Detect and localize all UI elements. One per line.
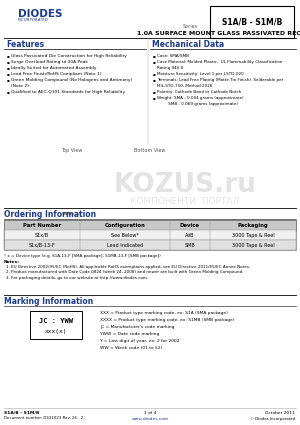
Text: Ordering Information: Ordering Information [4,210,96,218]
Bar [4,220,296,230]
Text: Rating 94V-0: Rating 94V-0 [157,66,183,70]
Text: JC = Manufacturer's code marking: JC = Manufacturer's code marking [100,325,175,329]
Text: SMB: SMB [184,243,195,247]
Text: ▪: ▪ [7,66,10,70]
Text: Notes:: Notes: [4,260,20,264]
Text: КОМПОНЕНТИ  ПОРТАЛ: КОМПОНЕНТИ ПОРТАЛ [130,196,240,206]
Text: Series: Series [183,23,198,28]
Text: Device: Device [180,223,200,227]
Text: DIODES: DIODES [18,9,62,19]
Text: ▪: ▪ [7,72,10,76]
Text: www.diodes.com: www.diodes.com [131,417,169,421]
Text: ▪: ▪ [153,96,156,100]
Text: 1. EU Directive 2002/95/EC (RoHS). All applicable RoHS exemptions applied, see E: 1. EU Directive 2002/95/EC (RoHS). All a… [6,265,250,269]
Text: 2. Product manufactured with Date Code 0824 (week 24, 2008) and newer are built : 2. Product manufactured with Date Code 0… [6,270,244,275]
Text: Qualified to AEC-Q101 Standards for High Reliability: Qualified to AEC-Q101 Standards for High… [11,90,125,94]
Text: Weight: SMA - 0.064 grams (approximate): Weight: SMA - 0.064 grams (approximate) [157,96,244,100]
Text: ▪: ▪ [7,60,10,64]
Text: ▪: ▪ [153,54,156,58]
Text: ▪: ▪ [153,60,156,64]
Bar [30,311,82,339]
Text: © Diodes Incorporated: © Diodes Incorporated [250,417,295,421]
Text: KOZUS.ru: KOZUS.ru [113,172,256,198]
Text: 1.0A SURFACE MOUNT GLASS PASSIVATED RECTIFIER: 1.0A SURFACE MOUNT GLASS PASSIVATED RECT… [137,31,300,36]
Bar [4,220,296,250]
Text: YWW = Date code marking: YWW = Date code marking [100,332,159,336]
Text: MIL-STD-750, Method 2026: MIL-STD-750, Method 2026 [157,84,212,88]
Text: Case: SMA/SMB: Case: SMA/SMB [157,54,189,58]
Text: Case Material: Molded Plastic.  UL Flammability Classification: Case Material: Molded Plastic. UL Flamma… [157,60,282,64]
Text: XXXX = Product type marking code, ex: S1MB (SMB package): XXXX = Product type marking code, ex: S1… [100,318,235,322]
Bar [4,240,296,250]
Text: Lead Indicated: Lead Indicated [107,243,143,247]
Text: S1x/B-13-F: S1x/B-13-F [29,243,55,247]
Text: xxx(x): xxx(x) [45,329,67,334]
Text: (Note 3): (Note 3) [62,212,80,216]
Text: Lead Free Finish/RoHS Compliant (Note 1): Lead Free Finish/RoHS Compliant (Note 1) [11,72,101,76]
Text: * x = Device type (e.g. S1A-13-F [SMA package]; S1MB-13-F [SMB package]): * x = Device type (e.g. S1A-13-F [SMA pa… [4,254,161,258]
Text: Surge Overload Rating to 30A Peak: Surge Overload Rating to 30A Peak [11,60,88,64]
Text: Glass Passivated Die Construction for High Reliability: Glass Passivated Die Construction for Hi… [11,54,127,58]
Bar [4,230,296,240]
Text: ▪: ▪ [153,78,156,82]
Text: Packaging: Packaging [238,223,268,227]
Text: Marking Information: Marking Information [4,297,93,306]
Text: Document number: DS31023 Rev. 26 - 2: Document number: DS31023 Rev. 26 - 2 [4,416,83,420]
Text: ▪: ▪ [7,54,10,58]
Text: 1 of 4: 1 of 4 [144,411,156,415]
Text: Configuration: Configuration [105,223,146,227]
Text: 3000 Tape & Reel: 3000 Tape & Reel [232,243,274,247]
Text: Mechanical Data: Mechanical Data [152,40,224,48]
Text: INCORPORATED: INCORPORATED [18,18,49,22]
Text: Ideally Suited for Automated Assembly: Ideally Suited for Automated Assembly [11,66,97,70]
Text: Part Number: Part Number [23,223,61,227]
Text: XXX = Product type marking code, ex: S1A (SMA package): XXX = Product type marking code, ex: S1A… [100,311,228,315]
Text: WW = Week code (01 to 52): WW = Week code (01 to 52) [100,346,162,350]
Text: Features: Features [6,40,44,48]
Text: See Below*: See Below* [111,232,139,238]
Text: Y = Last digit of year, ex: 2 for 2002: Y = Last digit of year, ex: 2 for 2002 [100,339,179,343]
Text: ▪: ▪ [153,90,156,94]
Text: Terminals: Lead Free Plating (Matte Tin Finish). Solderable per: Terminals: Lead Free Plating (Matte Tin … [157,78,284,82]
Text: 3000 Tape & Reel: 3000 Tape & Reel [232,232,274,238]
Text: Top View: Top View [61,148,83,153]
Text: Bottom View: Bottom View [134,148,166,153]
Text: ▪: ▪ [7,78,10,82]
Text: SMB - 0.069 grams (approximate): SMB - 0.069 grams (approximate) [157,102,238,106]
Text: 3. For packaging details, go to our website at http://www.diodes.com.: 3. For packaging details, go to our webs… [6,276,148,280]
Text: AiiB: AiiB [185,232,195,238]
Text: S1A/B - S1M/B: S1A/B - S1M/B [222,17,282,26]
Text: Green Molding Compound (No Halogens and Antimony): Green Molding Compound (No Halogens and … [11,78,132,82]
Text: Moisture Sensitivity: Level 1 per J-STD-020: Moisture Sensitivity: Level 1 per J-STD-… [157,72,244,76]
Text: S1A/B - S1M/B: S1A/B - S1M/B [4,411,39,415]
Text: October 2011: October 2011 [265,411,295,415]
Text: Polarity: Cathode Band or Cathode Notch: Polarity: Cathode Band or Cathode Notch [157,90,241,94]
Text: S1x/B: S1x/B [35,232,49,238]
Text: ▪: ▪ [7,90,10,94]
Text: (Note 2): (Note 2) [11,84,29,88]
Text: JC : YWW: JC : YWW [39,318,73,324]
Text: ▪: ▪ [153,72,156,76]
